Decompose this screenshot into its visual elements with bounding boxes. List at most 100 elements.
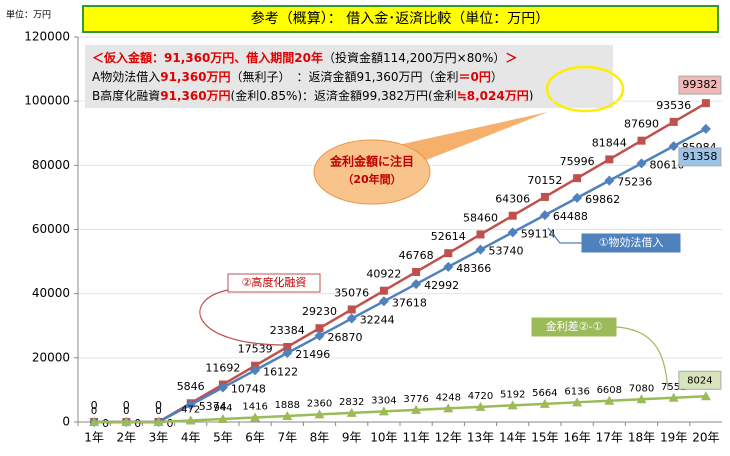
y-unit: 単位：万円 [6,9,51,21]
marker [121,417,132,426]
annotation-segment: 91,360万円 [160,89,230,103]
data-label: 80610 [650,158,685,171]
data-label: 0 [167,417,174,430]
data-label: 4248 [436,392,461,403]
legend-label: 金利差②-① [546,319,603,333]
data-label: 23384 [270,324,305,337]
annotation-segment: B高度化融資 [92,88,160,103]
data-label: 35076 [334,286,369,299]
data-label: 0 [91,406,97,417]
marker [378,296,389,307]
marker [217,382,228,393]
data-label: 87690 [624,118,659,131]
annotation-segment: （投資金額114,200万円×80%） [323,50,505,65]
marker [315,324,324,333]
x-tick-label: 5年 [213,431,233,445]
annotation-segment: ≒8,024万円 [457,89,529,103]
data-label: 1888 [275,400,300,411]
data-label: 70152 [527,174,562,187]
x-tick-label: 9年 [342,431,362,445]
data-label: 11692 [205,361,240,374]
data-label: 3776 [403,394,428,405]
data-label: 7080 [629,383,654,394]
x-tick-label: 15年 [531,431,558,445]
data-label: 10748 [231,383,266,396]
data-label: 53740 [489,245,524,258]
series-line [94,102,707,424]
marker [540,192,549,201]
marker [507,227,518,238]
data-label: 91358 [682,150,717,163]
marker [700,391,711,401]
marker [700,123,711,134]
x-tick-label: 1年 [84,431,104,445]
data-label: 81844 [592,136,627,149]
annotation-segment: ＝0円 [459,70,491,84]
data-label: 59114 [521,227,556,240]
legend-box [581,233,681,253]
legend-connector [547,227,582,244]
marker [346,407,357,417]
x-tick-label: 12年 [435,431,462,445]
data-label: 99382 [682,78,717,91]
data-label: 37618 [392,296,427,309]
x-tick-label: 20年 [692,431,719,445]
y-tick-label: 0 [62,415,70,429]
callout-bubble [313,139,431,205]
data-label: 6136 [564,386,589,397]
data-label: 16122 [263,365,298,378]
marker [347,305,356,314]
marker [314,330,325,341]
marker [573,174,582,183]
marker [217,413,228,423]
data-label: 5846 [177,380,205,393]
marker [636,394,647,404]
data-label: 21496 [295,348,330,361]
marker [443,403,454,413]
highlight-ellipse [545,65,625,113]
marker [636,158,647,169]
marker [250,412,261,422]
marker [572,397,583,407]
data-label: 5664 [532,388,557,399]
data-label: 944 [213,403,232,414]
marker [346,313,357,324]
data-label: 0 [91,399,98,412]
marker [185,399,196,410]
value-label-box [678,75,722,95]
marker [443,261,454,272]
marker [185,415,196,425]
data-label: 8024 [687,375,712,386]
marker [539,398,550,408]
marker [282,410,293,420]
data-label: 46768 [399,249,434,262]
data-label: 5374 [199,400,227,413]
data-label: 0 [123,399,130,412]
marker [508,211,517,220]
marker [637,136,646,145]
data-label: 58460 [463,211,498,224]
data-label: 75996 [560,155,595,168]
title-box [82,5,719,33]
marker [668,141,679,152]
plot: 0 20000 40000 60000 80000 100000 120000 1年 2年 3年 4… [24,30,722,445]
marker [604,395,615,405]
annotation-segment: ＜仮入金額：91,360万円、借入期間20年 [92,50,323,65]
marker [412,267,421,276]
data-label: 2360 [307,398,332,409]
y-tick-label: 20000 [32,350,70,364]
x-tick-label: 11年 [402,431,429,445]
data-label: 2832 [339,397,364,408]
value-label-box [678,147,722,167]
series-line [94,127,707,424]
value-label-box [678,370,722,390]
data-label: 5192 [500,389,525,400]
data-label: 32244 [360,314,395,327]
marker [475,401,486,411]
x-tick-label: 19年 [660,431,687,445]
marker [379,286,388,295]
data-label: 0 [155,406,161,417]
annotation-line: ＜仮入金額：91,360万円、借入期間20年（投資金額114,200万円×80%… [92,50,517,65]
data-label: 6608 [597,385,622,396]
